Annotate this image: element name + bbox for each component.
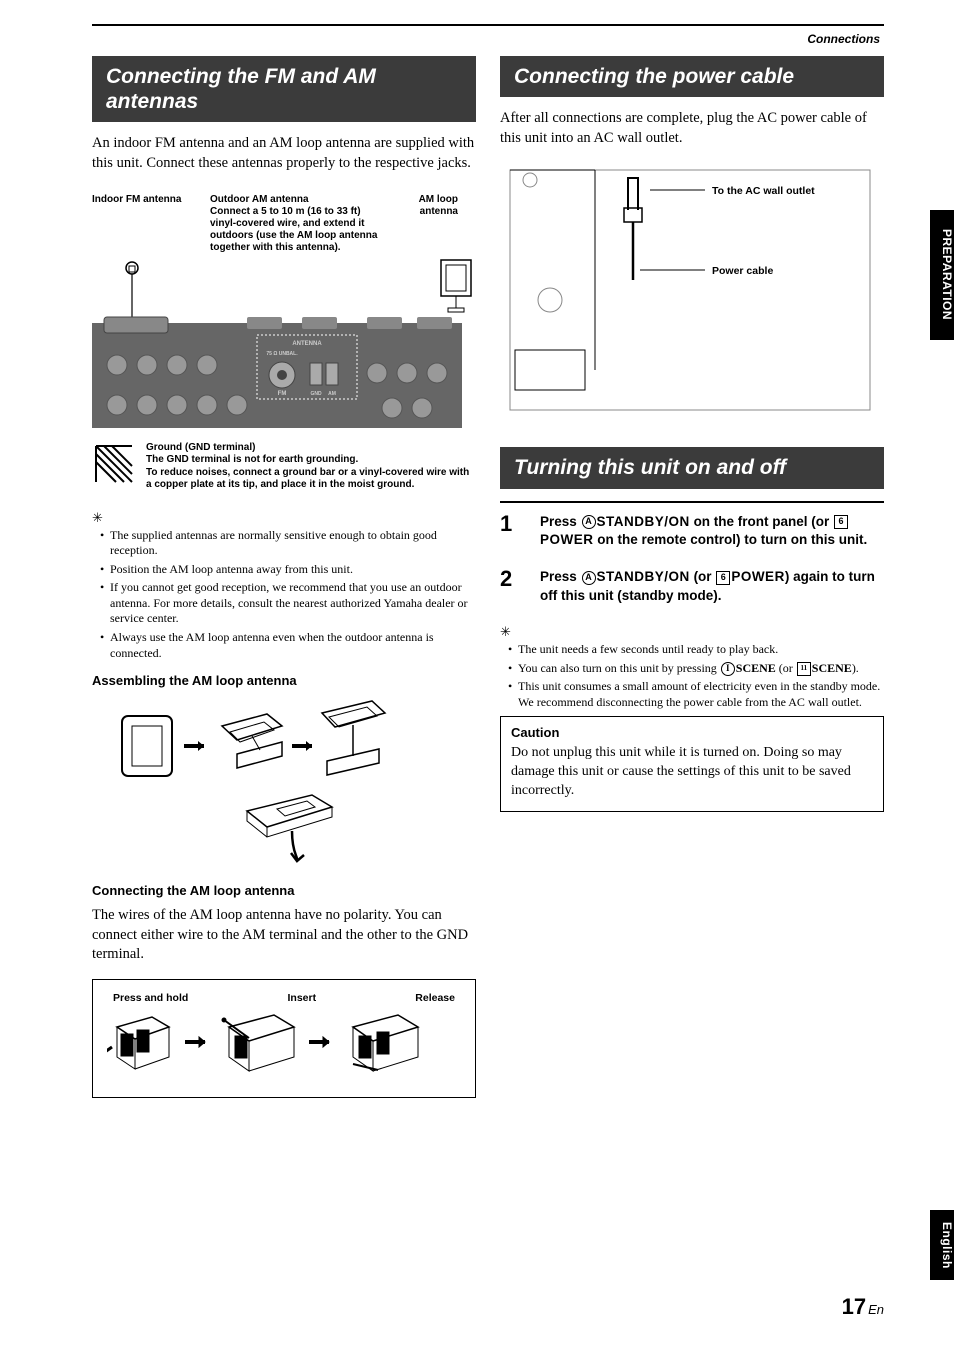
antennas-intro: An indoor FM antenna and an AM loop ante… — [92, 134, 476, 173]
fm-antenna-icon — [92, 258, 172, 288]
steps-block: 1 Press ASTANDBY/ON on the front panel (… — [500, 501, 884, 607]
am-loop-icon — [436, 258, 476, 313]
top-rule — [92, 24, 884, 26]
release-label: Release — [415, 992, 455, 1004]
power-diagram: To the AC wall outlet Power cable — [500, 160, 880, 420]
caution-box: Caution Do not unplug this unit while it… — [500, 716, 884, 812]
section-title-antennas: Connecting the FM and AM antennas — [92, 56, 476, 122]
power-intro: After all connections are complete, plug… — [500, 109, 884, 148]
side-tab-english: English — [930, 1210, 954, 1280]
insert-label: Insert — [287, 992, 316, 1004]
right-column: Connecting the power cable After all con… — [500, 56, 884, 1098]
antenna-diagram: Indoor FM antenna Outdoor AM antenna Con… — [92, 194, 476, 492]
terminal-diagram-box: Press and hold Insert Release — [92, 979, 476, 1098]
assembling-diagram — [112, 696, 392, 866]
outdoor-antenna-label: Outdoor AM antenna Connect a 5 to 10 m (… — [210, 194, 380, 254]
antenna-tips: The supplied antennas are normally sensi… — [92, 528, 476, 662]
tip-icon: ✳ — [92, 510, 476, 526]
svg-text:AM: AM — [328, 391, 336, 397]
press-hold-label: Press and hold — [113, 992, 188, 1004]
caution-text: Do not unplug this unit while it is turn… — [511, 744, 873, 801]
connect-am-heading: Connecting the AM loop antenna — [92, 883, 476, 898]
assembling-heading: Assembling the AM loop antenna — [92, 673, 476, 688]
svg-text:75 Ω UNBAL.: 75 Ω UNBAL. — [266, 351, 298, 357]
step-2: 2 Press ASTANDBY/ON (or 6POWER) again to… — [500, 568, 884, 606]
left-column: Connecting the FM and AM antennas An ind… — [92, 56, 476, 1098]
section-title-turning: Turning this unit on and off — [500, 447, 884, 488]
tip-icon-2: ✳ — [500, 624, 884, 640]
am-loop-label: AM loop antenna — [388, 194, 458, 254]
terminal-steps-icon — [107, 1012, 437, 1082]
caution-title: Caution — [511, 725, 873, 740]
ground-text: Ground (GND terminal) The GND terminal i… — [146, 442, 476, 492]
section-title-power: Connecting the power cable — [500, 56, 884, 97]
page-number: 17En — [842, 1294, 884, 1320]
fm-antenna-label: Indoor FM antenna — [92, 194, 202, 254]
header-section-link: Connections — [92, 32, 884, 46]
ground-icon — [92, 442, 136, 486]
side-tab-preparation: PREPARATION — [930, 210, 954, 340]
rear-panel-icon: ANTENNA 75 Ω UNBAL. FM GND AM — [92, 313, 462, 433]
turning-tips: The unit needs a few seconds until ready… — [500, 642, 884, 710]
svg-text:FM: FM — [278, 391, 287, 397]
svg-text:To the AC wall outlet: To the AC wall outlet — [712, 185, 815, 197]
step-1: 1 Press ASTANDBY/ON on the front panel (… — [500, 513, 884, 551]
svg-text:ANTENNA: ANTENNA — [292, 341, 322, 347]
svg-text:GND: GND — [310, 391, 322, 397]
connect-am-text: The wires of the AM loop antenna have no… — [92, 906, 476, 965]
svg-text:Power cable: Power cable — [712, 265, 773, 277]
